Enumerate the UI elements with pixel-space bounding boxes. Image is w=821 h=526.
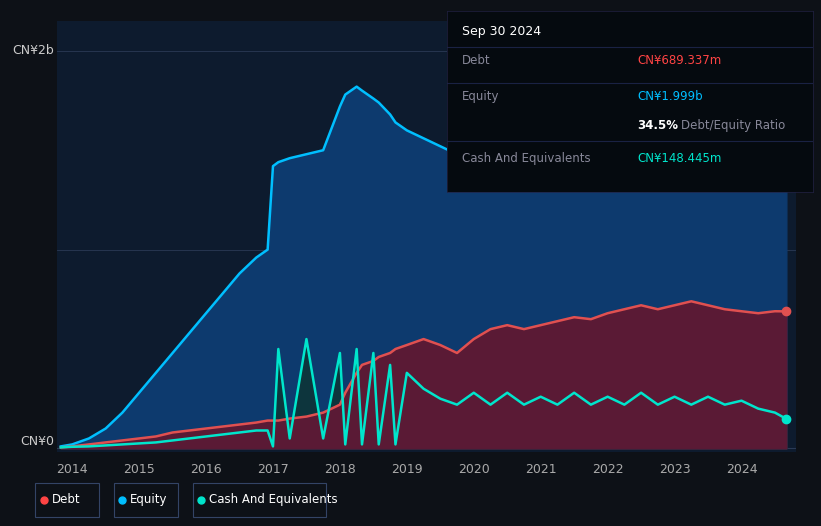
Text: 34.5%: 34.5% <box>637 119 678 133</box>
Text: CN¥1.999b: CN¥1.999b <box>637 90 703 104</box>
Text: CN¥0: CN¥0 <box>20 436 54 448</box>
Text: Debt: Debt <box>462 54 491 67</box>
Text: CN¥689.337m: CN¥689.337m <box>637 54 722 67</box>
Text: CN¥2b: CN¥2b <box>12 44 54 57</box>
Text: Debt/Equity Ratio: Debt/Equity Ratio <box>681 119 786 133</box>
Text: Equity: Equity <box>131 493 167 506</box>
Text: CN¥148.445m: CN¥148.445m <box>637 152 722 165</box>
Text: Cash And Equivalents: Cash And Equivalents <box>209 493 337 506</box>
Text: Equity: Equity <box>462 90 499 104</box>
Text: Cash And Equivalents: Cash And Equivalents <box>462 152 590 165</box>
Text: Debt: Debt <box>52 493 80 506</box>
Text: Sep 30 2024: Sep 30 2024 <box>462 25 541 38</box>
